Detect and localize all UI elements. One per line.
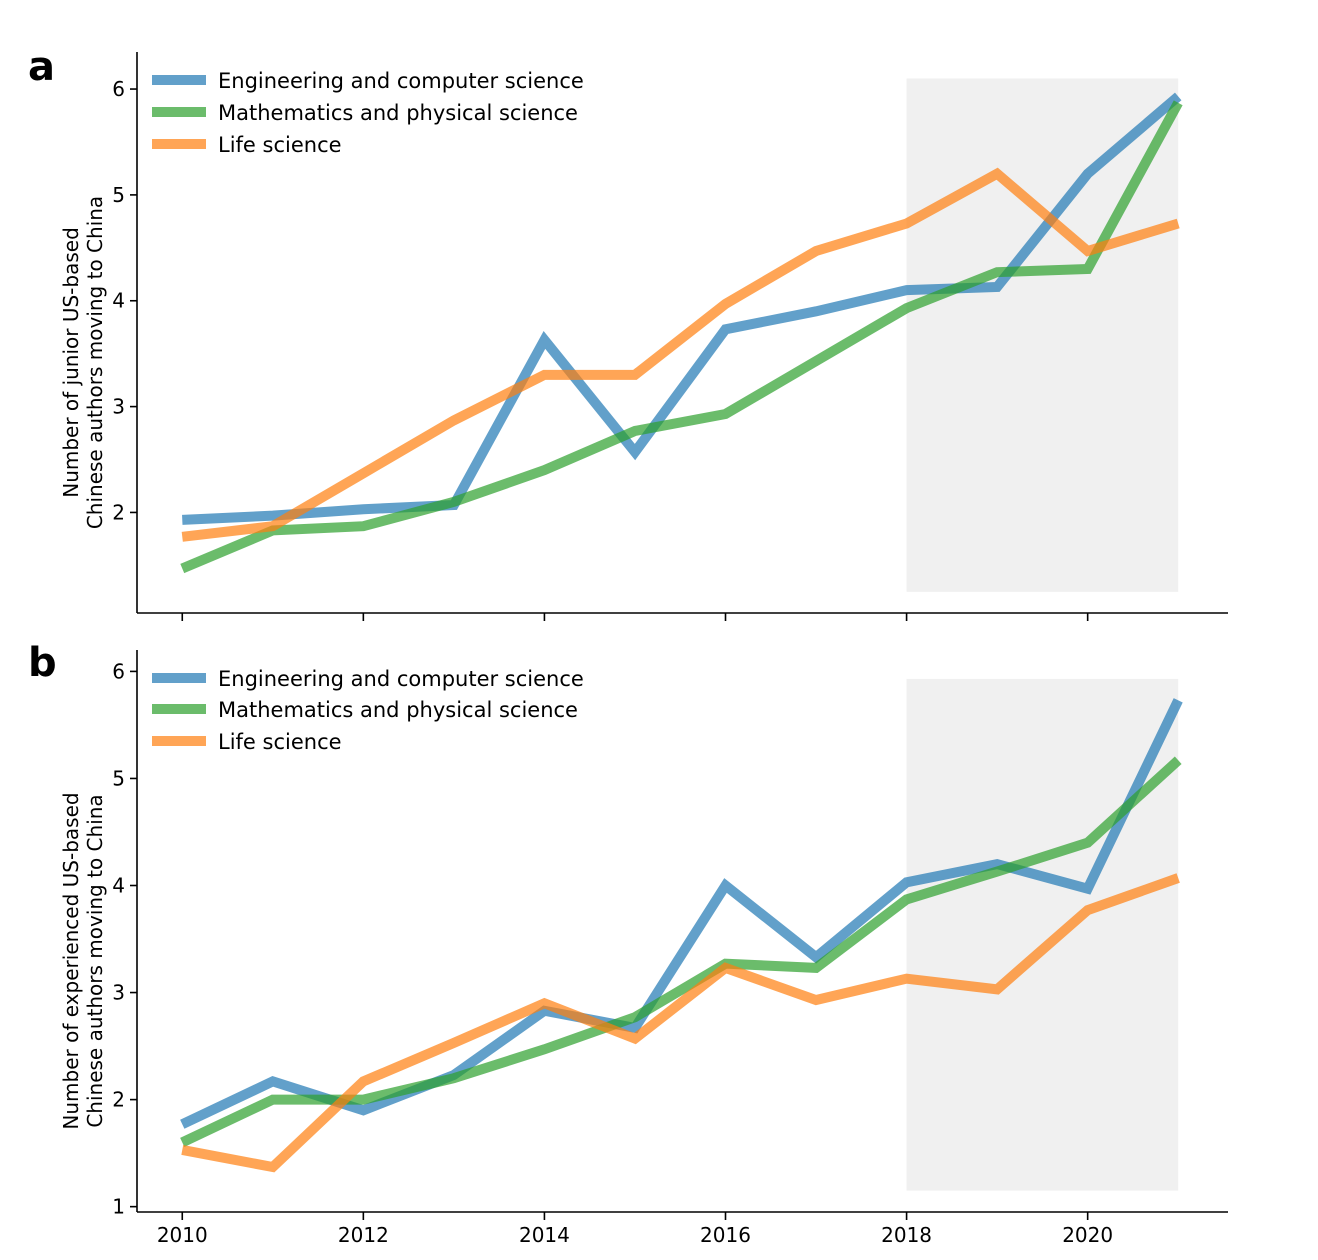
y-tick-label: 2 bbox=[112, 500, 125, 524]
panel-letter: b bbox=[28, 640, 57, 686]
y-axis-label: Number of experienced US-basedChinese au… bbox=[59, 792, 107, 1129]
y-tick-label: 4 bbox=[112, 874, 125, 898]
x-tick-label: 2016 bbox=[700, 1223, 751, 1247]
y-tick-label: 6 bbox=[112, 659, 125, 683]
y-tick-label: 5 bbox=[112, 766, 125, 790]
chart-panel-b: 1 2 3 4 5 6 2010 2012 2014 2016 2018 2020 Number of … bbox=[28, 640, 1228, 1247]
legend-label: Engineering and computer science bbox=[218, 667, 584, 691]
y-tick-label: 3 bbox=[112, 981, 125, 1005]
y-axis-label: Number of junior US-basedChinese authors… bbox=[59, 196, 107, 529]
legend-label: Mathematics and physical science bbox=[218, 698, 578, 722]
legend-label: Mathematics and physical science bbox=[218, 101, 578, 125]
y-axis-label-line: Chinese authors moving to China bbox=[83, 794, 107, 1127]
legend-label: Life science bbox=[218, 133, 342, 157]
y-tick-label: 3 bbox=[112, 395, 125, 419]
x-tick-label: 2010 bbox=[157, 1223, 208, 1247]
legend-label: Life science bbox=[218, 730, 342, 754]
y-tick-label: 1 bbox=[112, 1195, 125, 1219]
panel-letter: a bbox=[28, 44, 55, 90]
chart-panel-a: 2 3 4 5 6 Number of junior US-basedChinese au… bbox=[28, 44, 1228, 621]
y-tick-label: 4 bbox=[112, 289, 125, 313]
series-line-3 bbox=[181, 873, 1180, 1173]
y-tick-label: 2 bbox=[112, 1088, 125, 1112]
shaded-region bbox=[906, 78, 1179, 592]
shaded-region bbox=[906, 678, 1179, 1191]
x-tick-label: 2020 bbox=[1062, 1223, 1113, 1247]
series-line-3 bbox=[181, 167, 1180, 542]
x-tick-label: 2014 bbox=[519, 1223, 570, 1247]
series-line-2 bbox=[180, 100, 1183, 574]
y-tick-label: 5 bbox=[112, 183, 125, 207]
x-tick-label: 2018 bbox=[881, 1223, 932, 1247]
y-axis-label-line: Number of junior US-based bbox=[59, 227, 83, 498]
y-axis-label-line: Chinese authors moving to China bbox=[83, 196, 107, 529]
x-tick-label: 2012 bbox=[338, 1223, 389, 1247]
y-tick-label: 6 bbox=[112, 77, 125, 101]
legend-label: Engineering and computer science bbox=[218, 69, 584, 93]
y-axis-label-line: Number of experienced US-based bbox=[59, 792, 83, 1129]
